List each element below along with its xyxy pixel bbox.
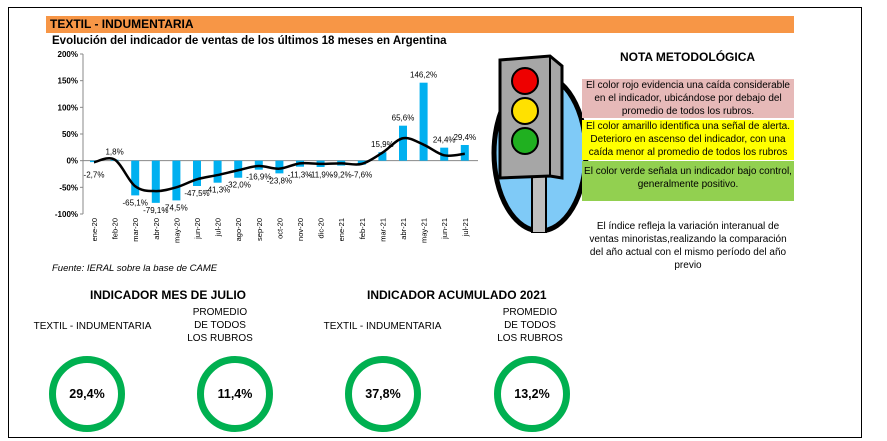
- x-tick-label: feb-21: [358, 218, 367, 239]
- x-tick-label: ene-20: [90, 218, 99, 241]
- x-tick-label: sep-20: [255, 218, 264, 241]
- bar: [460, 144, 469, 161]
- data-label: -47,5%: [184, 189, 209, 198]
- bar: [399, 125, 407, 161]
- data-label: -7,6%: [351, 171, 372, 180]
- bar: [275, 160, 284, 174]
- data-label: -11,9%: [308, 171, 333, 180]
- data-label: -79,1%: [143, 206, 168, 215]
- x-tick-label: mar-20: [131, 218, 140, 242]
- data-label: -9,2%: [331, 171, 352, 180]
- july-label-average: PROMEDIO DE TODOS LOS RUBROS: [187, 307, 253, 344]
- bar: [378, 152, 387, 161]
- july-label-textil: TEXTIL - INDUMENTARIA: [33, 321, 152, 332]
- y-tick-label: 200%: [58, 50, 78, 59]
- x-tick-label: feb-20: [111, 218, 120, 239]
- note-index: El índice refleja la variación interanua…: [589, 221, 787, 271]
- x-tick-label: jun-21: [440, 218, 449, 240]
- accum-label-textil: TEXTIL - INDUMENTARIA: [323, 321, 442, 332]
- note-green: El color verde señala un indicador bajo …: [582, 161, 794, 201]
- july-textil-gauge: 29,4%: [49, 356, 125, 432]
- data-label: 74,5%: [165, 203, 188, 212]
- july-title: INDICADOR MES DE JULIO: [90, 288, 247, 302]
- july-average-gauge: 11,4%: [197, 356, 273, 432]
- data-label: -16,9%: [246, 173, 271, 182]
- data-label: -65,1%: [123, 198, 148, 207]
- traffic-light-icon: [491, 54, 589, 233]
- chart-title: Evolución del indicador de ventas de los…: [52, 35, 447, 47]
- accum-textil-gauge: 37,8%: [345, 356, 421, 432]
- data-label: -11,3%: [288, 171, 313, 180]
- x-tick-label: abr-20: [152, 218, 161, 240]
- x-tick-label: jun-20: [193, 218, 202, 240]
- x-tick-label: mar-21: [378, 218, 387, 242]
- data-label: 65,6%: [392, 114, 415, 123]
- accum-average-gauge: 13,2%: [494, 356, 570, 432]
- x-tick-label: ago-20: [234, 218, 243, 241]
- accum-label-average: PROMEDIO DE TODOS LOS RUBROS: [497, 307, 563, 344]
- bar: [419, 82, 428, 161]
- x-tick-label: jul-20: [214, 218, 223, 237]
- note-title: NOTA METODOLÓGICA: [619, 50, 756, 64]
- y-tick-label: 0%: [66, 157, 78, 166]
- section-header: TEXTIL - INDUMENTARIA: [46, 16, 794, 33]
- data-label: 1,8%: [105, 148, 123, 157]
- data-label: -2,7%: [84, 171, 105, 180]
- y-tick-label: 50%: [62, 130, 78, 139]
- accum-title: INDICADOR ACUMULADO 2021: [367, 288, 547, 302]
- trend-line: [93, 136, 465, 193]
- x-tick-label: dic-20: [317, 218, 326, 238]
- bar: [172, 160, 181, 201]
- x-tick-label: may-21: [420, 218, 429, 243]
- note-red: El color rojo evidencia una caída consid…: [582, 79, 794, 118]
- data-label: -23,8%: [267, 176, 292, 185]
- page-frame: [8, 7, 862, 438]
- bar: [151, 160, 160, 203]
- x-tick-label: ene-21: [337, 218, 346, 241]
- data-label: 24,4%: [433, 136, 456, 145]
- sales-chart: 200% 150% 100% 50% 0% -50% -100% -2,7% ene-20 1,8…: [55, 50, 478, 243]
- y-tick-label: 150%: [58, 77, 78, 86]
- data-label: 146,2%: [410, 71, 437, 80]
- x-tick-label: jul-21: [461, 218, 470, 237]
- data-label: -32,0%: [226, 181, 251, 190]
- y-tick-label: 100%: [58, 103, 78, 112]
- bar: [213, 160, 222, 183]
- bar: [131, 160, 140, 196]
- x-tick-label: abr-21: [399, 218, 408, 240]
- chart-source: Fuente: IERAL sobre la base de CAME: [52, 263, 218, 274]
- x-tick-label: nov-20: [296, 218, 305, 241]
- y-tick-label: -50%: [59, 183, 78, 192]
- data-label: 15,9%: [371, 140, 394, 149]
- x-tick-label: may-20: [172, 218, 181, 243]
- y-tick-label: -100%: [55, 210, 78, 219]
- bar: [193, 160, 201, 186]
- data-label: -41,3%: [205, 186, 230, 195]
- data-label: 29,4%: [453, 133, 476, 142]
- note-yellow: El color amarillo identifica una señal d…: [582, 120, 794, 160]
- x-tick-label: oct-20: [275, 218, 284, 239]
